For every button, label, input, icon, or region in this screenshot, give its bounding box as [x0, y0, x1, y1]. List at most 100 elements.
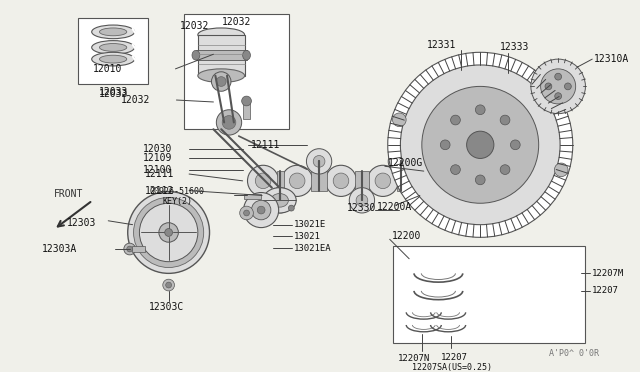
Circle shape [244, 210, 250, 216]
Ellipse shape [99, 28, 127, 36]
Text: 12010: 12010 [93, 64, 122, 74]
Circle shape [289, 173, 305, 189]
Circle shape [555, 73, 561, 80]
Circle shape [545, 83, 552, 90]
Circle shape [403, 165, 435, 196]
Circle shape [268, 187, 292, 213]
Bar [198, 35, 244, 76]
Text: 12303: 12303 [67, 218, 97, 228]
Circle shape [140, 203, 198, 262]
Circle shape [500, 165, 510, 174]
Circle shape [388, 52, 573, 237]
Text: 12111: 12111 [145, 169, 175, 179]
Circle shape [367, 165, 399, 196]
Circle shape [289, 205, 294, 211]
Text: 12033: 12033 [99, 89, 128, 99]
Circle shape [216, 110, 242, 135]
Text: 12109: 12109 [143, 154, 173, 163]
Bar [392, 246, 586, 343]
Circle shape [511, 140, 520, 150]
Text: 12032: 12032 [121, 95, 150, 105]
Circle shape [401, 65, 560, 225]
Circle shape [564, 83, 572, 90]
Text: 12333: 12333 [500, 42, 529, 52]
Bar [311, 171, 328, 190]
Circle shape [211, 72, 231, 91]
Circle shape [265, 205, 271, 211]
Circle shape [395, 155, 407, 167]
Circle shape [356, 195, 368, 206]
Text: 12033: 12033 [99, 87, 128, 97]
Bar [196, 50, 246, 60]
Circle shape [411, 173, 427, 189]
Bar [244, 193, 261, 199]
Circle shape [451, 115, 460, 125]
Circle shape [555, 93, 561, 100]
Ellipse shape [99, 44, 127, 51]
Circle shape [252, 201, 271, 220]
Circle shape [240, 206, 253, 220]
Text: 12100: 12100 [143, 165, 173, 175]
Ellipse shape [99, 55, 127, 63]
Text: 12030: 12030 [143, 144, 173, 154]
Text: 12207N: 12207N [397, 354, 429, 363]
Circle shape [222, 116, 236, 129]
Ellipse shape [92, 41, 134, 54]
Circle shape [307, 149, 332, 174]
Circle shape [242, 96, 252, 106]
Ellipse shape [192, 50, 200, 60]
Circle shape [163, 279, 175, 291]
Circle shape [392, 113, 406, 126]
Text: 12200G: 12200G [388, 158, 423, 168]
Text: 12032: 12032 [180, 21, 209, 31]
Text: 12310A: 12310A [594, 54, 629, 64]
Bar [132, 246, 145, 252]
Text: 12207: 12207 [442, 353, 468, 362]
Ellipse shape [198, 69, 244, 83]
Circle shape [476, 105, 485, 115]
Circle shape [451, 165, 460, 174]
Ellipse shape [271, 193, 289, 207]
Text: KEY(2): KEY(2) [163, 197, 193, 206]
Text: 12207M: 12207M [592, 269, 625, 278]
Circle shape [467, 131, 494, 158]
Circle shape [531, 59, 586, 114]
Circle shape [375, 173, 390, 189]
Bar [243, 101, 250, 119]
Circle shape [422, 86, 539, 203]
Circle shape [164, 228, 173, 236]
Circle shape [349, 187, 374, 213]
Text: 12303C: 12303C [149, 302, 184, 312]
Ellipse shape [263, 187, 296, 213]
Circle shape [541, 69, 576, 104]
Circle shape [244, 193, 278, 228]
Circle shape [325, 165, 356, 196]
Circle shape [248, 165, 278, 196]
Circle shape [124, 243, 136, 255]
Circle shape [159, 223, 179, 242]
Circle shape [500, 115, 510, 125]
Circle shape [476, 175, 485, 185]
Circle shape [282, 165, 313, 196]
Text: 12200: 12200 [392, 231, 421, 241]
Text: 12032: 12032 [222, 17, 252, 27]
Text: 12331: 12331 [427, 41, 456, 51]
Circle shape [166, 282, 172, 288]
Circle shape [275, 195, 286, 206]
Circle shape [388, 149, 413, 174]
Bar [78, 18, 148, 84]
Circle shape [257, 206, 265, 214]
Text: 13021: 13021 [294, 232, 321, 241]
Ellipse shape [92, 25, 134, 39]
Circle shape [216, 77, 226, 86]
Text: 13021E: 13021E [294, 220, 326, 229]
Ellipse shape [198, 28, 244, 42]
Circle shape [255, 173, 271, 189]
Bar [184, 15, 289, 129]
Circle shape [141, 205, 196, 260]
Circle shape [128, 192, 209, 273]
Ellipse shape [92, 52, 134, 66]
Circle shape [333, 173, 349, 189]
Bar [355, 171, 369, 190]
Ellipse shape [243, 50, 250, 60]
